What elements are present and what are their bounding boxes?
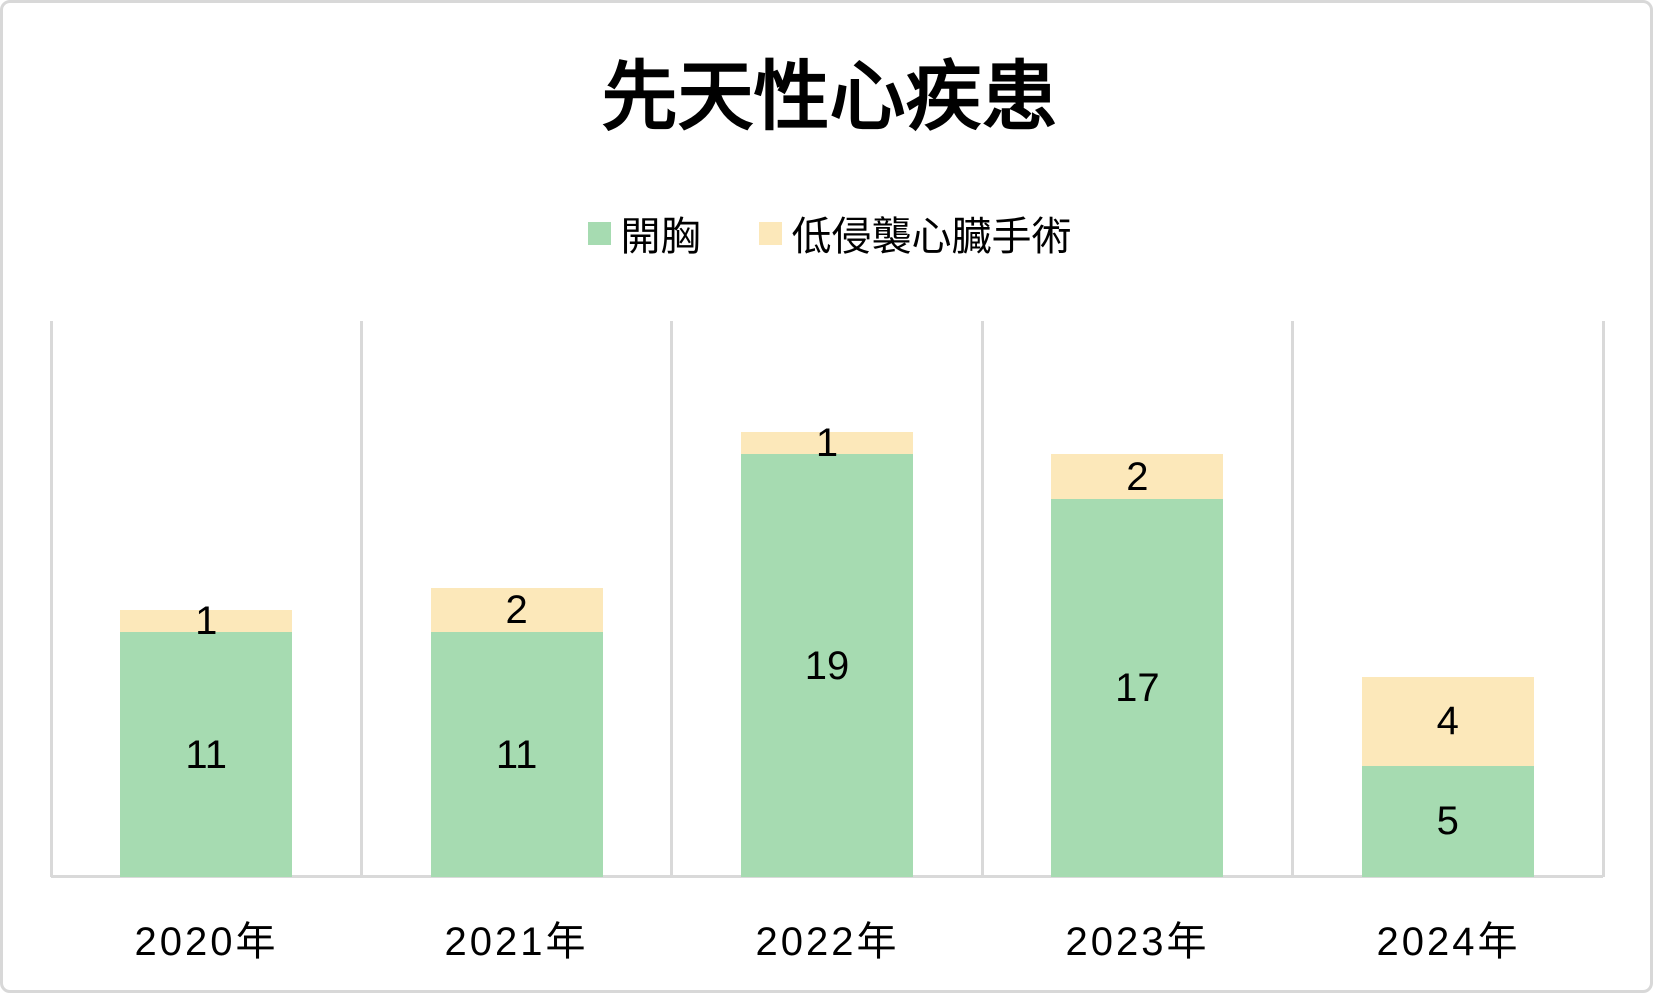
gridline <box>670 321 674 877</box>
bar-segment-開胸-2020年: 11 <box>120 632 293 877</box>
gridline <box>980 321 984 877</box>
bar-segment-開胸-2022年: 19 <box>741 454 913 877</box>
legend-label-mics: 低侵襲心臓手術 <box>791 215 1072 259</box>
bar-segment-開胸-2021年: 11 <box>430 632 603 877</box>
bar-segment-低侵襲心臓手術-2021年: 2 <box>430 587 603 633</box>
legend-swatch-yellow <box>758 221 782 245</box>
x-axis: 2020年 2021年 2022年 2023年 2024年 <box>51 909 1603 964</box>
bar-value-label: 19 <box>804 643 850 688</box>
legend-label-kaikyou: 開胸 <box>620 215 701 259</box>
gridline <box>359 321 363 877</box>
bar-value-label: 11 <box>185 732 227 777</box>
x-axis-label-2020: 2020年 <box>134 920 279 964</box>
plot-area: 11 1 11 2 19 1 17 2 5 4 <box>49 321 1605 878</box>
legend-item-mics: 低侵襲心臓手術 <box>758 204 1072 262</box>
bar-segment-低侵襲心臓手術-2022年: 1 <box>741 423 913 463</box>
bar-value-label: 11 <box>495 732 538 777</box>
bar-value-label: 4 <box>1436 699 1459 744</box>
gridline <box>49 321 53 877</box>
legend-item-kaikyou: 開胸 <box>587 204 701 262</box>
gridline <box>1291 321 1295 877</box>
bar-value-label: 17 <box>1115 665 1160 710</box>
x-axis-label-2023: 2023年 <box>1065 920 1210 964</box>
gridline <box>1601 321 1605 877</box>
bar-segment-開胸-2023年: 17 <box>1051 498 1224 877</box>
bar-segment-低侵襲心臓手術-2023年: 2 <box>1051 454 1224 499</box>
legend: 開胸 低侵襲心臓手術 <box>3 208 1650 259</box>
x-axis-label-2022: 2022年 <box>755 920 900 964</box>
chart-title: 先天性心疾患 <box>601 55 1058 140</box>
legend-swatch-green <box>587 221 611 245</box>
bar-segment-開胸-2024年: 5 <box>1361 765 1534 877</box>
bar-segment-低侵襲心臓手術-2020年: 1 <box>120 601 293 641</box>
bar-value-label: 2 <box>1126 454 1149 499</box>
x-axis-label-2021: 2021年 <box>444 920 589 964</box>
bar-value-label: 2 <box>505 588 528 633</box>
bar-segment-低侵襲心臓手術-2024年: 4 <box>1361 676 1534 766</box>
bar-value-label: 1 <box>815 421 839 466</box>
x-axis-label-2024: 2024年 <box>1376 920 1521 964</box>
bar-value-label: 5 <box>1436 799 1459 844</box>
bar-value-label: 1 <box>195 599 218 644</box>
